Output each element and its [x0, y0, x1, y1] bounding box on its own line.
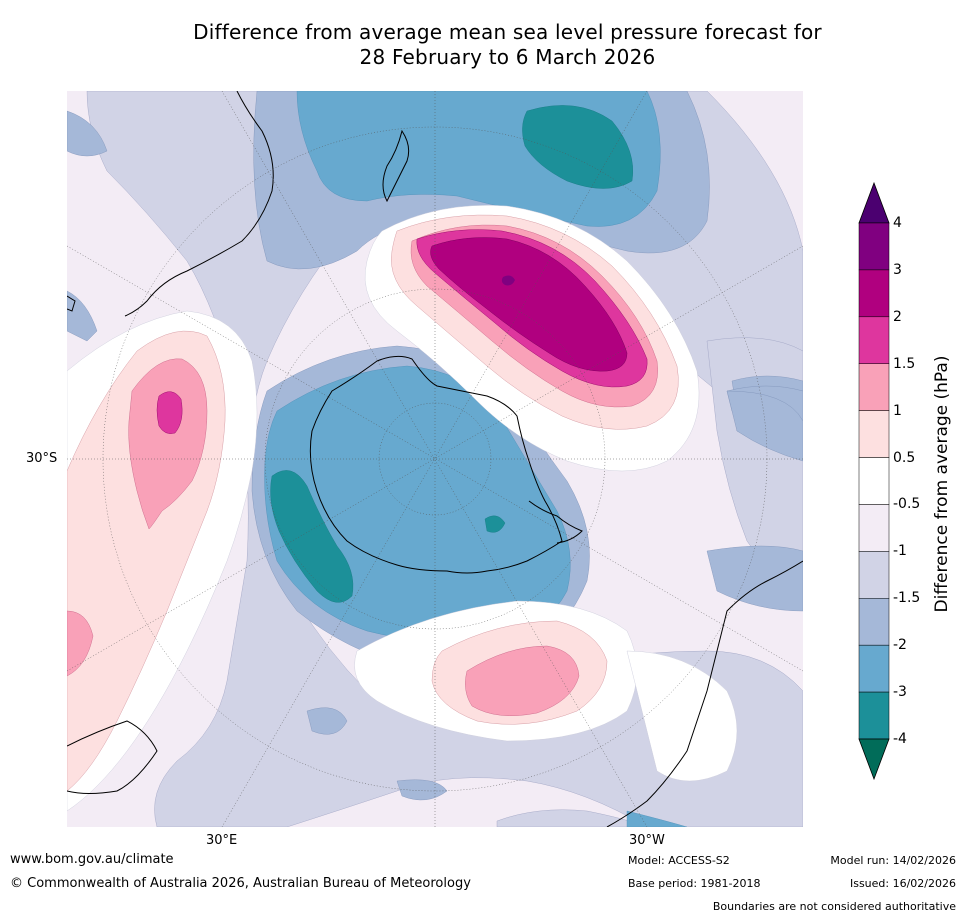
colorbar-segment [858, 504, 890, 552]
anomaly-band-plus3 [430, 237, 628, 372]
colorbar-tick-label: -3 [893, 684, 907, 701]
colorbar-segment [858, 410, 890, 458]
coastlines [67, 91, 803, 827]
colorbar-segment [858, 269, 890, 318]
colorbar-segment [858, 457, 890, 505]
title-line-1: Difference from average mean sea level p… [193, 20, 822, 44]
colorbar-tick-label: -1.5 [893, 590, 921, 607]
chart-title: Difference from average mean sea level p… [0, 20, 965, 70]
colorbar-arrow-bottom [858, 738, 890, 781]
footer-copyright: © Commonwealth of Australia 2026, Austra… [10, 876, 471, 891]
colorbar [858, 181, 890, 781]
colorbar-tick-label: 4 [893, 215, 902, 231]
colorbar-title-text: Difference from average (hPa) [932, 355, 952, 613]
colorbar-tick-label: 1.5 [893, 355, 916, 372]
colorbar-tick-label: -2 [893, 637, 907, 654]
title-line-2: 28 February to 6 March 2026 [359, 45, 656, 69]
colorbar-tick-label: 2 [893, 308, 902, 325]
footer-issued: Issued: 16/02/2026 [849, 877, 956, 890]
footer-base-period: Base period: 1981-2018 [628, 877, 761, 890]
colorbar-segment [858, 691, 890, 740]
lon-label-30w: 30°W [629, 833, 665, 848]
colorbar-arrow-top [858, 181, 890, 224]
anomaly-band-minus3 [270, 105, 633, 603]
colorbar-tick-label: 1 [893, 402, 902, 419]
graticule [67, 91, 803, 827]
colorbar-segment [858, 363, 890, 411]
footer-model: Model: ACCESS-S2 [628, 854, 730, 867]
colorbar-segment [858, 316, 890, 364]
colorbar-tick-label: 0.5 [893, 449, 916, 466]
footer-url: www.bom.gov.au/climate [10, 852, 174, 867]
colorbar-tick-label: 3 [893, 261, 902, 278]
footer-disclaimer: Boundaries are not considered authoritat… [712, 900, 956, 913]
colorbar-segment [858, 551, 890, 599]
colorbar-segment [858, 598, 890, 646]
colorbar-segment [858, 222, 890, 271]
anomaly-band-plus4 [501, 275, 515, 286]
footer-model-run: Model run: 14/02/2026 [830, 854, 956, 867]
lat-label-30s: 30°S [26, 451, 58, 466]
lon-label-30e: 30°E [206, 833, 238, 848]
colorbar-segment [858, 644, 890, 693]
colorbar-tick-label: -0.5 [893, 496, 921, 513]
colorbar-tick-label: -4 [893, 731, 907, 747]
colorbar-tick-label: -1 [893, 543, 907, 560]
pressure-anomaly-map[interactable] [67, 91, 803, 827]
